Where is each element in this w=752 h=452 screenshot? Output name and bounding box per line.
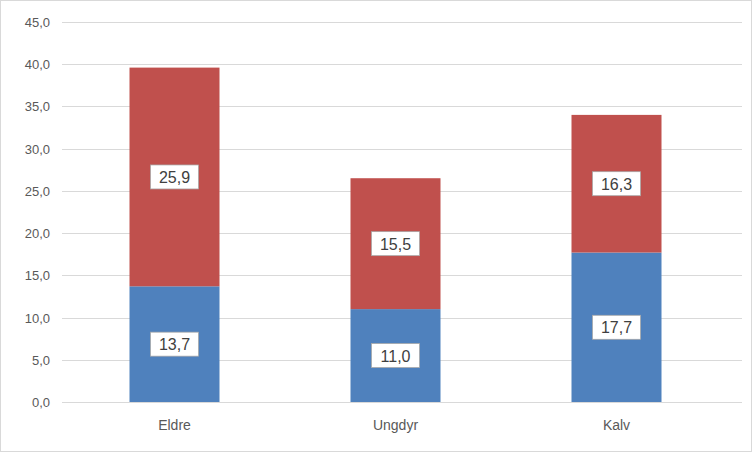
x-tick-label: Eldre bbox=[158, 417, 191, 433]
data-label-box bbox=[151, 332, 199, 356]
data-label-box bbox=[372, 344, 420, 368]
y-tick-label: 35,0 bbox=[25, 99, 50, 114]
grid-line bbox=[62, 64, 742, 65]
bar bbox=[572, 253, 662, 402]
data-label: 17,7 bbox=[601, 319, 632, 336]
x-axis-line bbox=[62, 402, 742, 403]
chart: 0,0 5,0 10,0 15,0 20,0 25,0 30,0 35,0 40,0 45,0 13… bbox=[0, 0, 752, 452]
grid-line bbox=[62, 22, 742, 23]
data-label: 16,3 bbox=[601, 176, 632, 193]
y-tick-label: 20,0 bbox=[25, 226, 50, 241]
bar bbox=[572, 115, 662, 253]
data-label: 15,5 bbox=[380, 236, 411, 253]
chart-border bbox=[1, 1, 752, 452]
data-label: 13,7 bbox=[159, 336, 190, 353]
bar bbox=[351, 309, 441, 402]
data-label-box bbox=[593, 315, 641, 339]
y-tick-label: 0,0 bbox=[32, 395, 50, 410]
x-tick-label: Kalv bbox=[603, 417, 630, 433]
bars bbox=[130, 68, 662, 402]
bar bbox=[130, 286, 220, 402]
grid-line bbox=[62, 402, 742, 403]
data-label: 25,9 bbox=[159, 169, 190, 186]
bar bbox=[130, 68, 220, 287]
y-tick-label: 30,0 bbox=[25, 142, 50, 157]
data-label: 11,0 bbox=[381, 348, 411, 365]
y-tick-label: 5,0 bbox=[32, 353, 50, 368]
y-tick-label: 40,0 bbox=[25, 57, 50, 72]
data-label-box bbox=[151, 165, 199, 189]
data-label-box bbox=[593, 172, 641, 196]
y-tick-label: 15,0 bbox=[25, 268, 50, 283]
y-tick-label: 10,0 bbox=[25, 311, 50, 326]
data-labels: 13,7 25,9 11,0 15,5 17,7 16,3 bbox=[151, 165, 641, 368]
y-tick-label: 25,0 bbox=[25, 184, 50, 199]
y-tick-label: 45,0 bbox=[25, 15, 50, 30]
bar bbox=[351, 178, 441, 309]
x-tick-label: Ungdyr bbox=[373, 417, 418, 433]
data-label-box bbox=[372, 232, 420, 256]
